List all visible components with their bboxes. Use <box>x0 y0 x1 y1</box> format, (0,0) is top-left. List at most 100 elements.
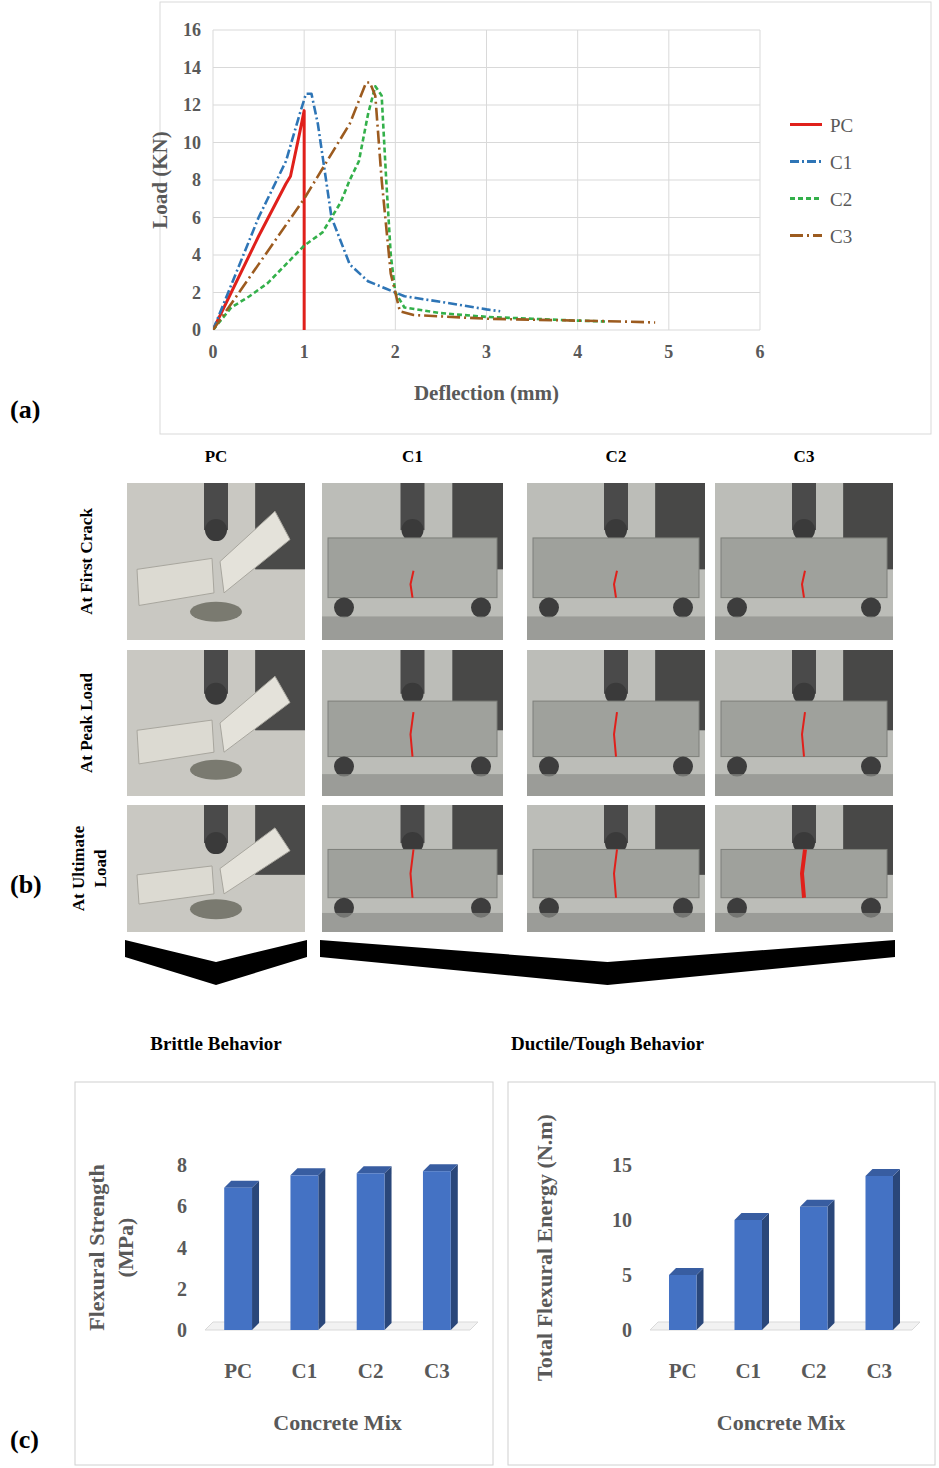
group-label: Ductile/Tough Behavior <box>511 1033 705 1054</box>
support <box>471 757 491 777</box>
specimen-photo <box>527 483 705 640</box>
bar <box>290 1175 318 1330</box>
photo-floor <box>322 913 503 932</box>
grid-line <box>213 142 760 143</box>
bar <box>865 1176 893 1330</box>
specimen-photo <box>127 483 305 640</box>
support <box>471 598 491 618</box>
tick-label: 16 <box>183 20 201 40</box>
beam <box>328 538 497 598</box>
axis-title: Concrete Mix <box>273 1410 402 1435</box>
row-head: At Peak Load <box>77 672 96 773</box>
crack <box>614 571 617 598</box>
bar-side <box>762 1213 769 1330</box>
bar-side <box>318 1168 325 1330</box>
support <box>334 598 354 618</box>
panel-label: (c) <box>10 1425 39 1454</box>
row-head-line: At First Crack <box>77 508 96 615</box>
photo-floor <box>715 913 893 932</box>
column-head: C1 <box>402 447 423 466</box>
photo-bg <box>322 805 503 932</box>
bar-side <box>697 1268 704 1330</box>
group-bracket <box>320 940 895 985</box>
tick-label: 2 <box>192 283 201 303</box>
specimen-photo <box>322 483 503 640</box>
tick-label: 0 <box>177 1319 187 1341</box>
loading-nose <box>205 832 227 854</box>
photo-bg <box>127 805 305 932</box>
category-label: PC <box>224 1359 252 1383</box>
category-label: C3 <box>866 1359 892 1383</box>
crack <box>614 849 617 897</box>
legend-label: C3 <box>830 226 852 247</box>
tick-label: 3 <box>482 342 491 362</box>
tick-label: 6 <box>177 1195 187 1217</box>
tick-label: 0 <box>192 320 201 340</box>
tick-label: 10 <box>183 133 201 153</box>
row-head: At First Crack <box>77 508 96 615</box>
support <box>861 598 881 618</box>
beam-piece <box>220 828 290 894</box>
photo-bg <box>322 650 503 796</box>
beam <box>328 849 497 897</box>
beam <box>533 849 699 897</box>
beam <box>721 538 887 598</box>
beam-piece <box>220 676 290 752</box>
beam-piece <box>220 511 290 593</box>
specimen-photo <box>527 805 705 932</box>
bar <box>423 1171 451 1330</box>
panel-label: (b) <box>10 870 42 899</box>
crack <box>411 849 414 897</box>
photo-floor <box>527 913 705 932</box>
grid-line <box>213 30 760 31</box>
photo-bg <box>715 650 893 796</box>
specimen-photo <box>527 650 705 796</box>
grid-line <box>213 105 760 106</box>
loading-nose <box>205 519 227 541</box>
photo-bg <box>127 650 305 796</box>
loading-nose <box>205 683 227 705</box>
row-head-line: At Peak Load <box>77 672 96 773</box>
bar <box>224 1188 252 1330</box>
plot-area <box>224 1164 458 1330</box>
axis-title: Flexural Strength(MPa) <box>84 1164 138 1330</box>
group-label: Brittle Behavior <box>150 1033 282 1054</box>
specimen-photo <box>127 805 305 932</box>
tick-label: 6 <box>192 208 201 228</box>
axis-title-line: Total Flexural Energy (N.m) <box>532 1114 557 1381</box>
photo-floor <box>715 616 893 640</box>
plot-area <box>213 83 655 331</box>
crack <box>411 571 414 598</box>
photo-floor <box>527 616 705 640</box>
tick-label: 8 <box>192 170 201 190</box>
bar-top <box>669 1268 704 1275</box>
panel-label: (a) <box>10 395 40 424</box>
beam <box>721 701 887 756</box>
legend-label: C1 <box>830 152 852 173</box>
row-head-line: At Ultimate <box>69 825 88 911</box>
axis-title: Deflection (mm) <box>414 381 559 405</box>
panel-frame <box>508 1082 935 1465</box>
category-label: C3 <box>424 1359 450 1383</box>
bar-side <box>451 1164 458 1330</box>
tick-label: 5 <box>622 1264 632 1286</box>
beam <box>721 849 887 897</box>
panel-frame <box>160 2 931 434</box>
photo-bg <box>322 483 503 640</box>
tick-label: 4 <box>192 245 201 265</box>
support-base <box>190 760 242 780</box>
support <box>539 757 559 777</box>
grid-line <box>213 217 760 218</box>
grid-line <box>213 330 760 331</box>
grid-line <box>213 180 760 181</box>
tick-label: 10 <box>612 1209 632 1231</box>
crack <box>802 849 805 897</box>
support <box>334 757 354 777</box>
bar-top <box>224 1181 259 1188</box>
series-line <box>213 83 655 331</box>
series-line <box>213 94 500 330</box>
beam-piece <box>137 558 214 605</box>
tick-label: 0 <box>209 342 218 362</box>
bar-top <box>357 1166 392 1173</box>
support <box>861 757 881 777</box>
